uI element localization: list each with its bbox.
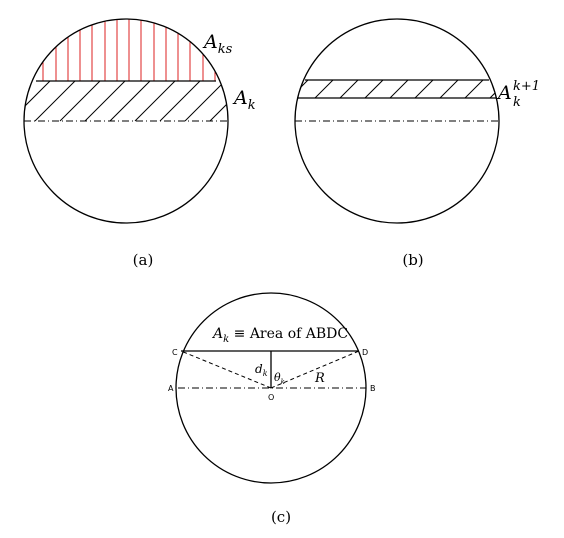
radius-oc [180, 350, 272, 389]
label-akk1: A [496, 82, 512, 104]
strip-hatch [295, 79, 499, 99]
label-akk1-sup: k+1 [513, 79, 540, 94]
label-aks: Aks [202, 31, 233, 57]
point-a: A [168, 384, 174, 393]
title-c: Ak ≡ Area of ABDC [211, 326, 348, 345]
panel-b: A k+1 k (b) [294, 18, 540, 269]
point-o: O [268, 393, 274, 402]
point-c: C [172, 348, 178, 357]
black-diagonal-hatch [24, 80, 228, 122]
radius-od [270, 350, 360, 389]
red-vertical-hatch [30, 19, 216, 81]
label-akk1-sub: k [513, 95, 521, 110]
point-d: D [362, 348, 368, 357]
caption-c: (c) [271, 508, 291, 526]
panel-a: Aks Ak (a) [23, 18, 256, 269]
point-b: B [370, 384, 376, 393]
label-ak: Ak [232, 87, 256, 113]
label-dk: dk [255, 362, 268, 378]
caption-b: (b) [402, 251, 423, 269]
label-theta: θk [274, 371, 285, 386]
label-r: R [314, 371, 325, 386]
caption-a: (a) [133, 251, 154, 269]
panel-c: Ak ≡ Area of ABDC C D A B O dk θk R (c) [168, 292, 376, 526]
